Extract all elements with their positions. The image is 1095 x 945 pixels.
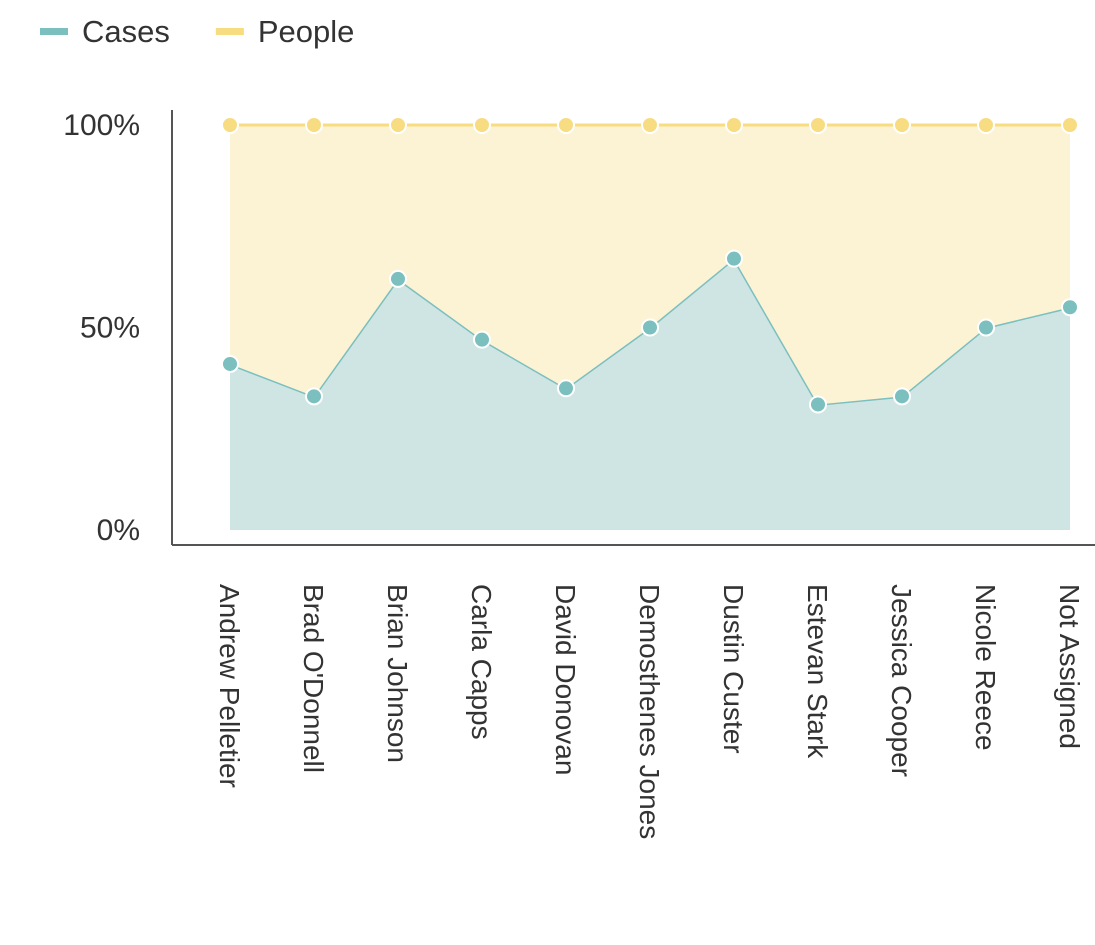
legend-label: Cases (82, 14, 170, 49)
point (893, 387, 911, 406)
legend-label: People (258, 14, 355, 49)
point (473, 330, 491, 349)
x-tick-label: Estevan Stark (802, 584, 833, 759)
x-tick-label: Andrew Pelletier (214, 584, 245, 788)
x-tick-label: Jessica Cooper (886, 584, 917, 777)
point (389, 269, 407, 288)
x-tick-label: Not Assigned (1054, 584, 1085, 749)
x-tick-label: Dustin Custer (718, 584, 749, 754)
area (230, 258, 1070, 530)
legend-swatch (215, 28, 244, 35)
point (809, 395, 827, 414)
point (557, 379, 575, 398)
point (1061, 298, 1079, 317)
point (725, 249, 743, 268)
point (641, 116, 659, 134)
x-tick-label: Carla Capps (466, 584, 497, 740)
point (221, 116, 239, 134)
area (230, 125, 1070, 405)
plot-area (229, 123, 1071, 530)
point (557, 116, 575, 134)
point (725, 116, 743, 134)
x-tick-label: Brad O'Donnell (298, 584, 329, 773)
point (977, 116, 995, 134)
point (977, 318, 995, 337)
y-tick-label: 100% (63, 109, 140, 142)
point (305, 116, 323, 134)
y-tick-label: 0% (97, 514, 140, 547)
point (809, 116, 827, 134)
x-tick-label: Demosthenes Jones (634, 584, 665, 839)
legend-swatch (40, 28, 68, 35)
x-tick-label: David Donovan (550, 584, 581, 775)
point (1061, 116, 1079, 134)
point (305, 387, 323, 406)
y-tick-label: 50% (80, 312, 140, 345)
x-tick-label: Nicole Reece (970, 584, 1001, 751)
x-tick-label: Brian Johnson (382, 584, 413, 763)
point (221, 354, 239, 373)
point (473, 116, 491, 134)
point (641, 318, 659, 337)
point (893, 116, 911, 134)
point (389, 116, 407, 134)
